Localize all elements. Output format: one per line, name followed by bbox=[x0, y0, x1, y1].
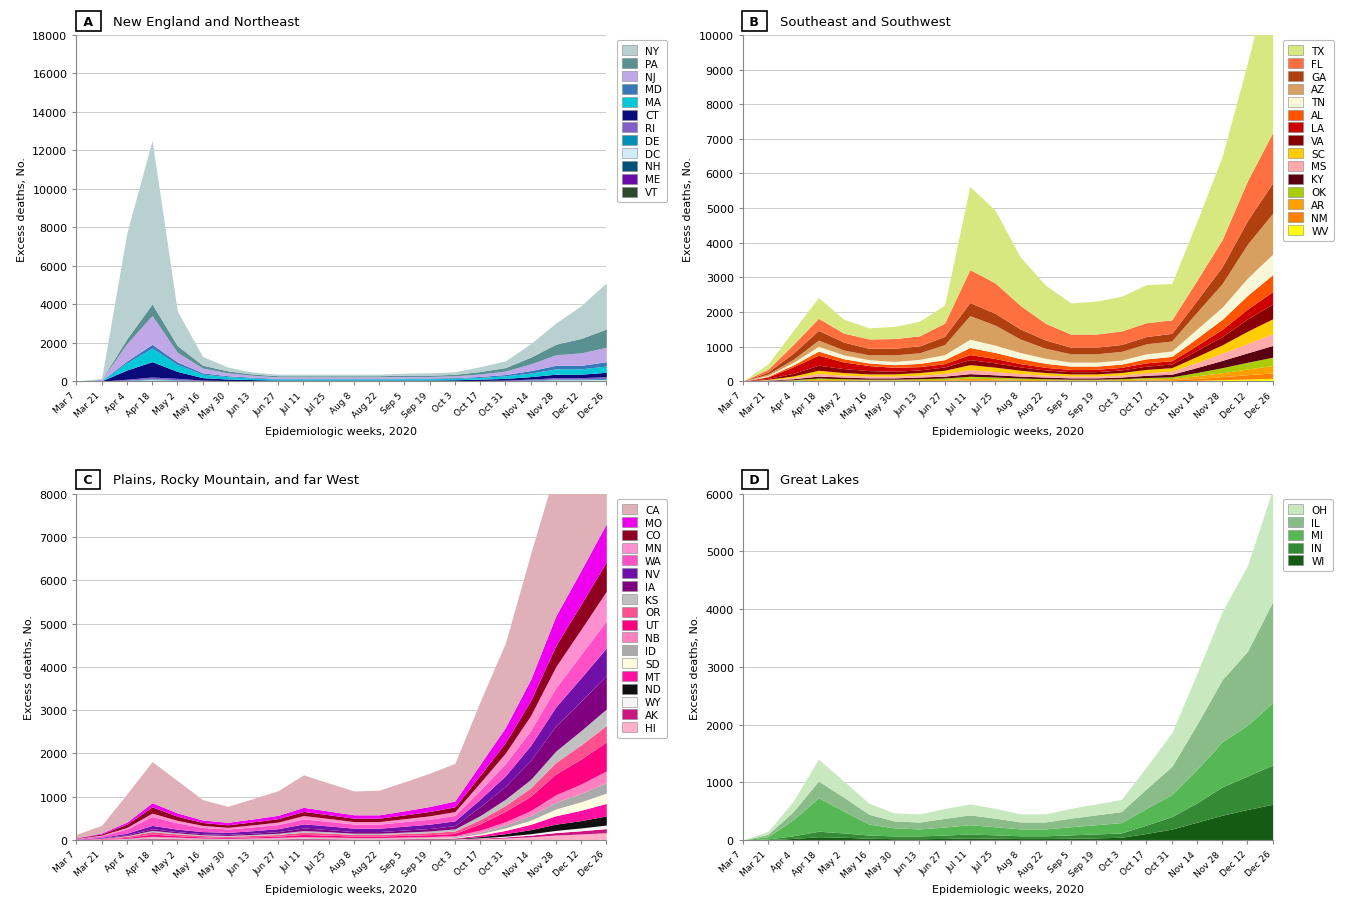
Y-axis label: Excess deaths, No.: Excess deaths, No. bbox=[683, 157, 693, 261]
Text: B: B bbox=[745, 15, 764, 28]
Legend: TX, FL, GA, AZ, TN, AL, LA, VA, SC, MS, KY, OK, AR, NM, WV: TX, FL, GA, AZ, TN, AL, LA, VA, SC, MS, … bbox=[1282, 41, 1334, 241]
Text: Plains, Rocky Mountain, and far West: Plains, Rocky Mountain, and far West bbox=[113, 474, 359, 486]
X-axis label: Epidemiologic weeks, 2020: Epidemiologic weeks, 2020 bbox=[266, 885, 417, 895]
Text: New England and Northeast: New England and Northeast bbox=[113, 15, 300, 28]
Text: Southeast and Southwest: Southeast and Southwest bbox=[780, 15, 950, 28]
X-axis label: Epidemiologic weeks, 2020: Epidemiologic weeks, 2020 bbox=[931, 885, 1084, 895]
X-axis label: Epidemiologic weeks, 2020: Epidemiologic weeks, 2020 bbox=[266, 426, 417, 436]
Text: Great Lakes: Great Lakes bbox=[780, 474, 859, 486]
Y-axis label: Excess deaths, No.: Excess deaths, No. bbox=[24, 615, 34, 720]
Legend: CA, MO, CO, MN, WA, NV, IA, KS, OR, UT, NB, ID, SD, MT, ND, WY, AK, HI: CA, MO, CO, MN, WA, NV, IA, KS, OR, UT, … bbox=[617, 499, 667, 738]
Text: A: A bbox=[80, 15, 97, 28]
Legend: NY, PA, NJ, MD, MA, CT, RI, DE, DC, NH, ME, VT: NY, PA, NJ, MD, MA, CT, RI, DE, DC, NH, … bbox=[617, 41, 667, 203]
X-axis label: Epidemiologic weeks, 2020: Epidemiologic weeks, 2020 bbox=[931, 426, 1084, 436]
Y-axis label: Excess deaths, No.: Excess deaths, No. bbox=[16, 157, 27, 261]
Y-axis label: Excess deaths, No.: Excess deaths, No. bbox=[690, 615, 701, 720]
Legend: OH, IL, MI, IN, WI: OH, IL, MI, IN, WI bbox=[1282, 499, 1332, 571]
Text: D: D bbox=[745, 474, 764, 486]
Text: C: C bbox=[80, 474, 97, 486]
